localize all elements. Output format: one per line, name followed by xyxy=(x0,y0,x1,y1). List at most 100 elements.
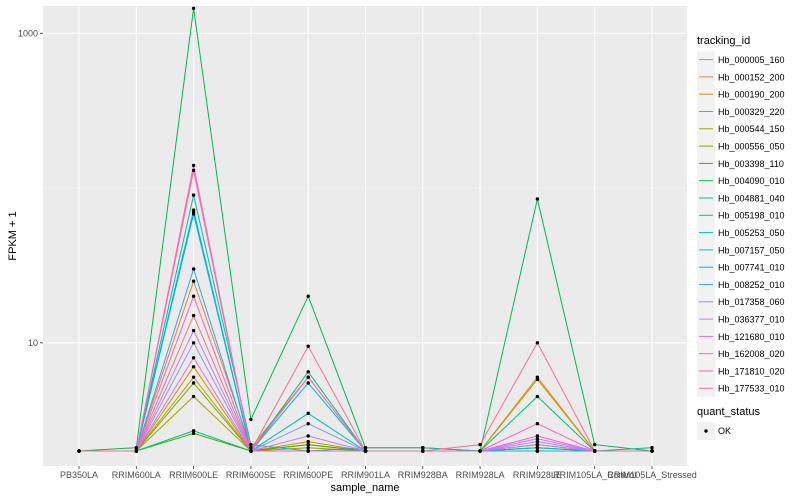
legend-label: Hb_005253_050 xyxy=(718,228,785,238)
x-axis-title: sample_name xyxy=(330,482,399,494)
points-layer xyxy=(77,6,654,453)
data-point xyxy=(191,267,196,271)
legend-label: Hb_162008_020 xyxy=(718,349,785,359)
data-point xyxy=(306,446,310,450)
data-point xyxy=(478,449,482,453)
data-point xyxy=(191,208,196,212)
data-point xyxy=(249,446,253,450)
data-point xyxy=(191,431,196,436)
data-point xyxy=(191,381,196,385)
legend-item: Hb_004090_010 xyxy=(697,172,785,190)
data-point xyxy=(191,365,196,369)
data-point xyxy=(306,422,310,426)
data-point xyxy=(306,294,310,298)
data-point xyxy=(363,446,368,450)
data-point xyxy=(593,449,597,453)
legend-item: Hb_177533_010 xyxy=(697,379,785,397)
data-point xyxy=(191,279,196,283)
legend-item: Hb_000329_220 xyxy=(697,102,785,121)
data-point xyxy=(191,313,196,318)
legend-item: Hb_007741_010 xyxy=(697,258,785,276)
data-point xyxy=(535,439,540,444)
x-tick-label: RRIM600LE xyxy=(169,470,218,480)
data-point xyxy=(650,449,654,453)
x-tick-label: RRIM928BA xyxy=(398,470,448,480)
legend-item: Hb_121680_010 xyxy=(697,327,785,346)
data-point xyxy=(593,442,597,447)
data-point xyxy=(191,163,196,168)
legend-label: Hb_000556_050 xyxy=(718,142,785,152)
legend-item: Hb_005198_010 xyxy=(697,206,785,224)
legend-label: Hb_177533_010 xyxy=(718,384,785,394)
data-point xyxy=(191,6,196,10)
data-point xyxy=(535,446,540,450)
data-point xyxy=(191,193,196,197)
x-tick-label: RRIM928LA xyxy=(456,470,505,480)
legend-point-title: quant_status xyxy=(697,406,760,418)
data-point xyxy=(306,370,310,374)
legend-point-marker xyxy=(704,429,708,433)
data-point xyxy=(535,434,540,438)
data-point xyxy=(191,168,196,173)
legend-label: Hb_004090_010 xyxy=(718,176,785,186)
legend-label: Hb_007157_050 xyxy=(718,245,785,255)
data-point xyxy=(249,417,253,422)
y-axis: 10 1000 xyxy=(18,28,43,348)
legend-label: Hb_008252_010 xyxy=(718,280,785,290)
legend-label: Hb_004881_040 xyxy=(718,193,785,203)
legend-label: Hb_000005_160 xyxy=(718,55,785,65)
legend-item: Hb_008252_010 xyxy=(697,275,785,294)
data-point xyxy=(249,449,253,453)
x-tick-label: RRIM901LA xyxy=(341,470,390,480)
data-point xyxy=(134,446,138,450)
data-point xyxy=(191,341,196,345)
data-point xyxy=(650,446,654,450)
legend-item: Hb_171810_020 xyxy=(697,362,785,380)
data-point xyxy=(535,442,540,447)
data-point xyxy=(191,429,196,433)
legend-label: Hb_000544_150 xyxy=(718,124,785,134)
legend-title: tracking_id xyxy=(697,35,750,47)
legend: tracking_id Hb_000005_160Hb_000152_200Hb… xyxy=(697,35,785,440)
y-tick-label: 10 xyxy=(28,338,38,348)
data-point xyxy=(191,375,196,379)
legend-label: Hb_171810_020 xyxy=(718,366,785,376)
data-point xyxy=(478,442,482,447)
legend-item: Hb_004881_040 xyxy=(697,189,785,207)
data-point xyxy=(191,328,196,333)
legend-label: Hb_005198_010 xyxy=(718,211,785,221)
data-point xyxy=(134,449,138,453)
legend-item: Hb_005253_050 xyxy=(697,224,785,242)
data-point xyxy=(77,449,81,453)
legend-item: Hb_000005_160 xyxy=(697,51,785,69)
data-point xyxy=(306,439,310,444)
data-point xyxy=(535,377,540,382)
legend-item: Hb_003398_110 xyxy=(697,154,784,173)
x-tick-label: RRIM600SE xyxy=(226,470,276,480)
x-tick-label: RRIM928LE xyxy=(513,470,562,480)
data-point xyxy=(191,394,196,399)
legend-label: Hb_000329_220 xyxy=(718,107,785,117)
legend-items: Hb_000005_160 Hb_000152_200 Hb_000190_200 H… xyxy=(697,51,785,397)
data-point xyxy=(421,449,425,453)
data-point xyxy=(191,212,196,216)
x-tick-label: RRIM600LA xyxy=(112,470,161,480)
data-point xyxy=(363,449,368,453)
legend-label: Hb_003398_110 xyxy=(718,159,784,169)
legend-label: Hb_000152_200 xyxy=(718,72,785,82)
data-point xyxy=(535,437,540,441)
x-tick-label: RRIM600PE xyxy=(283,470,333,480)
x-tick-label: RRIM105LA_Stressed xyxy=(607,470,697,480)
data-point xyxy=(535,449,540,453)
legend-item: Hb_000544_150 xyxy=(697,120,785,138)
legend-label: Hb_000190_200 xyxy=(718,90,785,100)
data-point xyxy=(306,434,310,438)
data-point xyxy=(306,381,310,385)
legend-point-label: OK xyxy=(718,426,731,436)
legend-label: Hb_036377_010 xyxy=(718,315,785,325)
legend-item: Hb_000190_200 xyxy=(697,85,785,103)
x-tick-label: PB350LA xyxy=(60,470,98,480)
x-tick-label: RRIM105LA_Control xyxy=(553,470,636,480)
legend-item: Hb_007157_050 xyxy=(697,241,785,259)
